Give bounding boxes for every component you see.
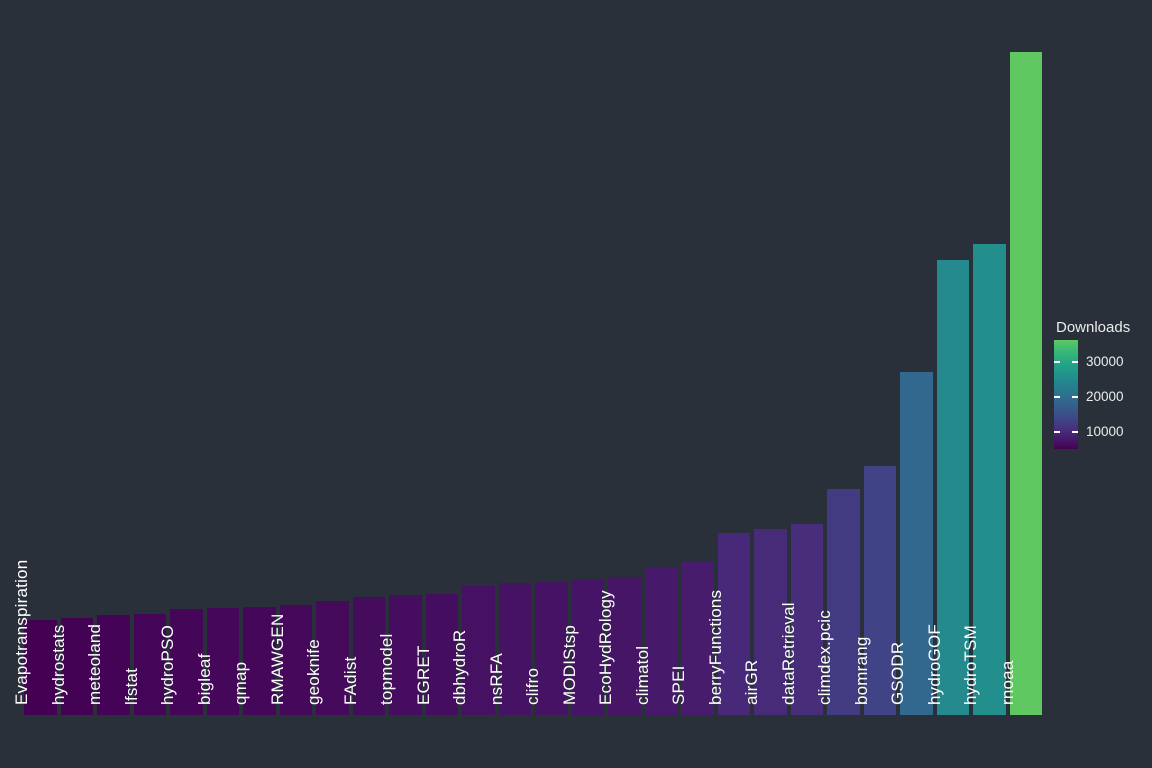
bar-qmap: [243, 607, 276, 715]
bar-nsRFA: [498, 583, 531, 715]
colorbar-tick: [1054, 431, 1060, 433]
bar-berryFunctions: [717, 533, 750, 715]
bar-bomrang: [863, 465, 896, 715]
colorbar-tick-label: 10000: [1086, 424, 1124, 440]
legend-colorbar: [1054, 340, 1078, 449]
bar-label-climdex.pcic: climdex.pcic: [815, 610, 835, 705]
bar-label-airGR: airGR: [742, 659, 762, 705]
colorbar-tick-label: 20000: [1086, 389, 1124, 405]
bar-dbhydroR: [462, 586, 495, 715]
bar-Evapotranspiration: [24, 620, 57, 715]
bar-label-meteoland: meteoland: [85, 623, 105, 705]
bar-label-rnoaa: rnoaa: [997, 660, 1017, 705]
bar-label-topmodel: topmodel: [377, 633, 397, 705]
bar-label-hydroTSM: hydroTSM: [961, 624, 981, 705]
bar-FAdist: [352, 597, 385, 715]
bar-label-climatol: climatol: [632, 645, 652, 705]
bar-label-geoknife: geoknife: [304, 639, 324, 705]
colorbar-tick: [1072, 361, 1078, 363]
bar-topmodel: [389, 595, 422, 715]
bar-label-bigleaf: bigleaf: [194, 653, 214, 706]
bar-label-MODIStsp: MODIStsp: [559, 624, 579, 705]
bar-label-hydrostats: hydrostats: [48, 624, 68, 705]
colorbar-tick-label: 30000: [1086, 354, 1124, 370]
bar-label-berryFunctions: berryFunctions: [705, 589, 725, 705]
bar-GSODR: [900, 371, 933, 715]
bar-label-lfstat: lfstat: [121, 667, 141, 705]
bar-label-FAdist: FAdist: [340, 656, 360, 705]
bar-rnoaa: [1009, 52, 1042, 715]
bar-label-GSODR: GSODR: [888, 641, 908, 705]
bar-lfstat: [133, 613, 166, 715]
bar-RMAWGEN: [279, 604, 312, 715]
bar-EGRET: [425, 593, 458, 715]
bar-climatol: [644, 567, 677, 715]
bar-label-nsRFA: nsRFA: [486, 652, 506, 705]
bar-climdex.pcic: [827, 488, 860, 715]
bar-EcoHydRology: [608, 577, 641, 715]
colorbar-tick: [1054, 361, 1060, 363]
bar-label-hydroPSO: hydroPSO: [158, 624, 178, 705]
bar-label-qmap: qmap: [231, 661, 251, 705]
bar-label-Evapotranspiration: Evapotranspiration: [12, 559, 32, 705]
bar-geoknife: [316, 600, 349, 715]
colorbar-tick: [1072, 431, 1078, 433]
colorbar-tick: [1072, 396, 1078, 398]
bar-label-EGRET: EGRET: [413, 645, 433, 705]
colorbar-tick: [1054, 396, 1060, 398]
bar-label-RMAWGEN: RMAWGEN: [267, 613, 287, 705]
bar-airGR: [754, 528, 787, 715]
bar-clifro: [535, 581, 568, 715]
bar-SPEI: [681, 561, 714, 715]
bar-hydroGOF: [936, 260, 969, 715]
bar-label-hydroGOF: hydroGOF: [924, 624, 944, 705]
bar-label-clifro: clifro: [523, 667, 543, 705]
bar-label-dataRetrieval: dataRetrieval: [778, 602, 798, 705]
bar-dataRetrieval: [790, 524, 823, 715]
bar-hydrostats: [60, 618, 93, 715]
bar-label-SPEI: SPEI: [669, 665, 689, 705]
bar-bigleaf: [206, 607, 239, 715]
bar-MODIStsp: [571, 578, 604, 715]
bar-hydroTSM: [973, 243, 1006, 715]
bar-label-dbhydroR: dbhydroR: [450, 629, 470, 705]
bar-label-EcoHydRology: EcoHydRology: [596, 590, 616, 705]
bar-hydroPSO: [170, 609, 203, 715]
bar-label-bomrang: bomrang: [851, 636, 871, 706]
legend-title: Downloads: [1056, 319, 1131, 336]
bar-meteoland: [97, 615, 130, 715]
